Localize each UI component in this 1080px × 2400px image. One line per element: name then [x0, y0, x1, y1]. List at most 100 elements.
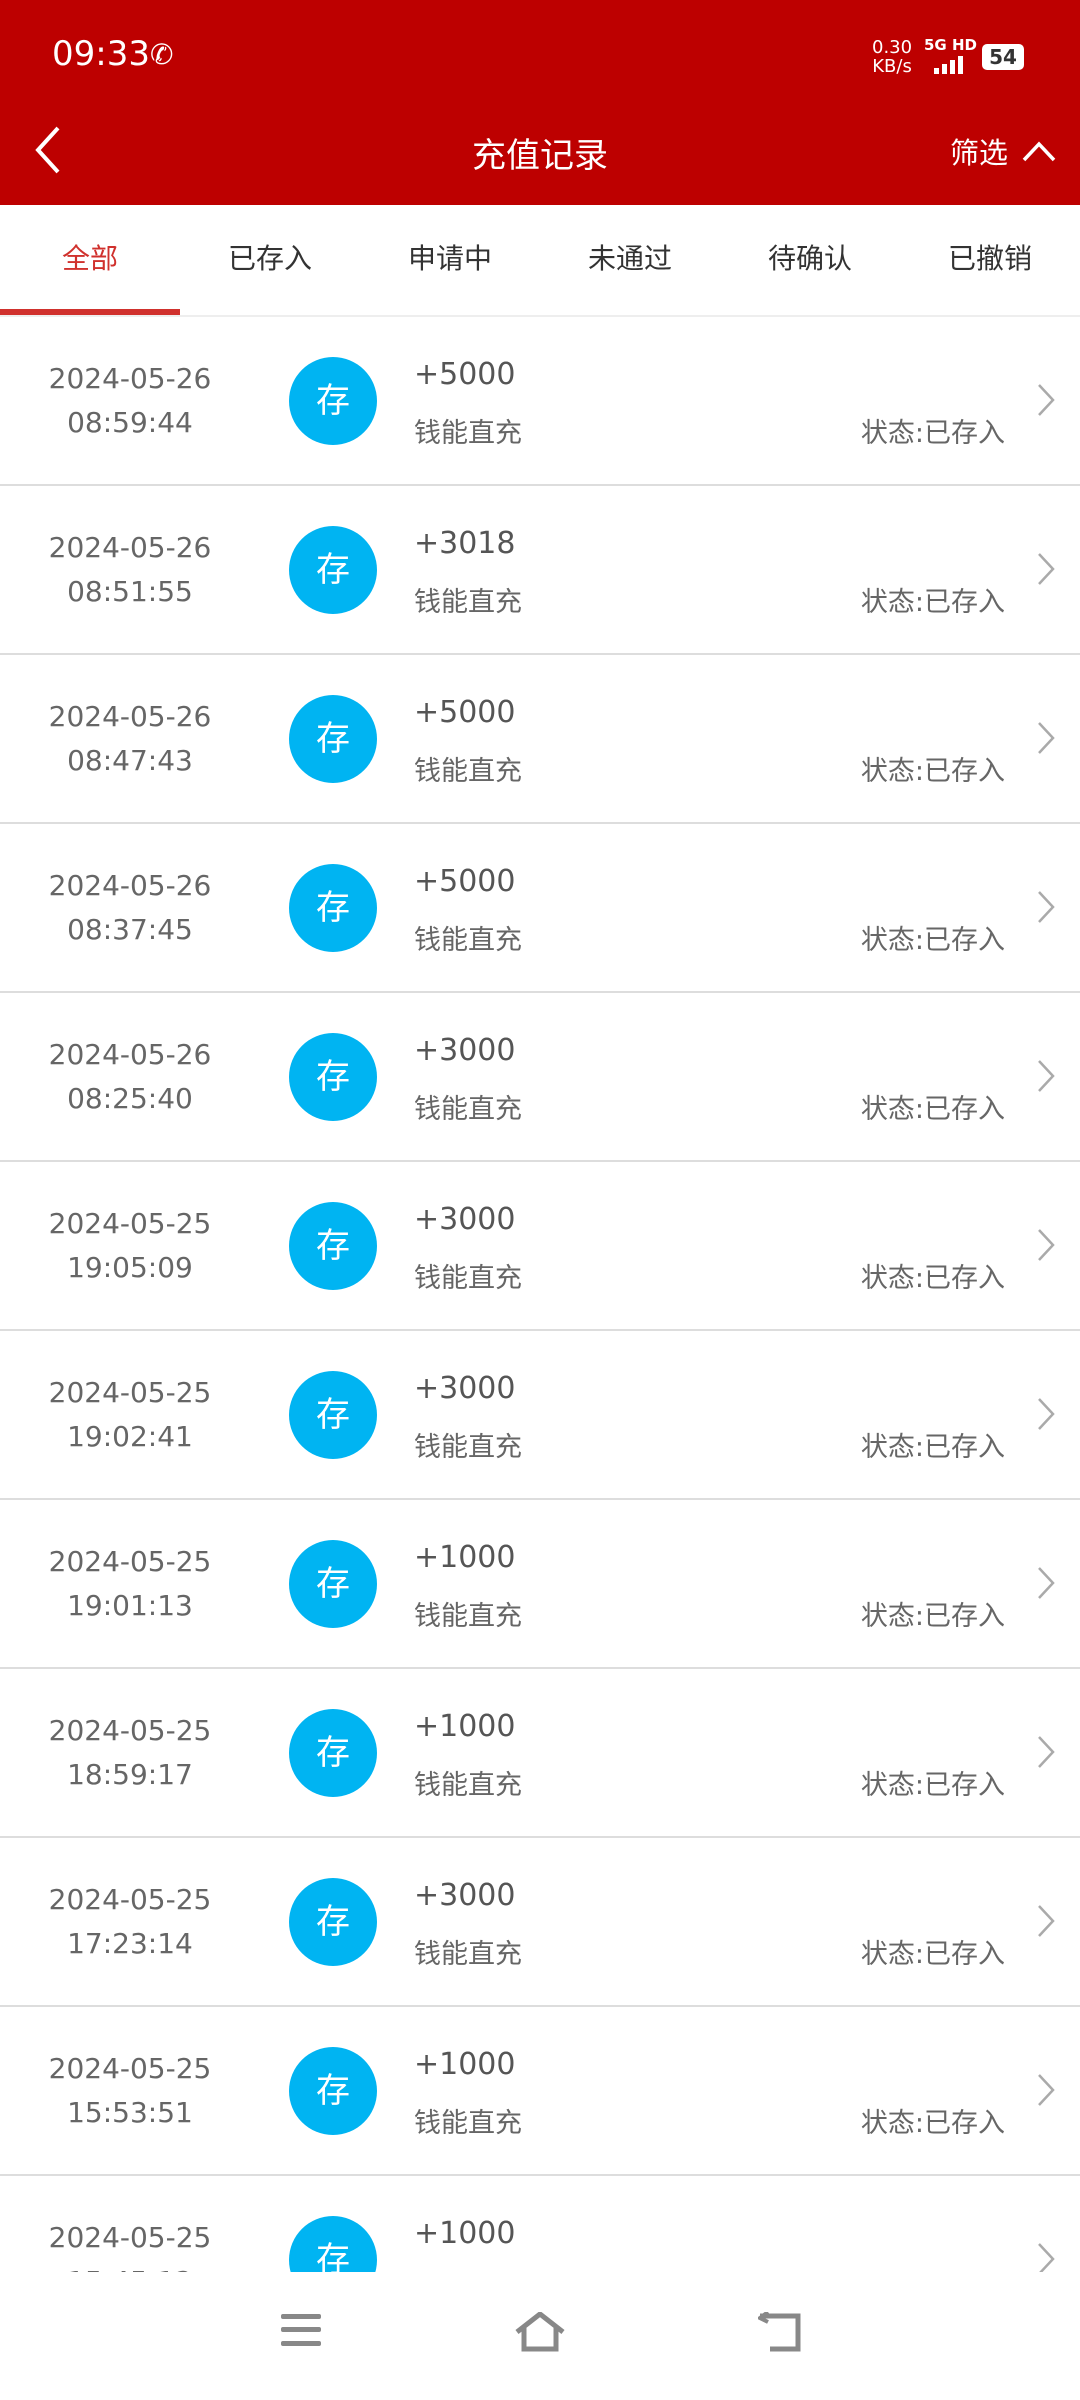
deposit-badge: 存: [289, 1371, 377, 1459]
record-amount: +3000: [414, 1371, 516, 1406]
record-source: 钱能直充: [414, 1939, 522, 1970]
record-amount: +3000: [414, 1033, 516, 1068]
record-source: 钱能直充: [414, 1770, 522, 1801]
record-list: 2024-05-26 08:59:44 存 +5000 钱能直充 状态:已存入 2…: [0, 317, 1080, 2272]
record-amount: +5000: [414, 864, 516, 899]
record-row[interactable]: 2024-05-26 08:47:43 存 +5000 钱能直充 状态:已存入: [0, 655, 1080, 824]
deposit-badge: 存: [289, 1540, 377, 1628]
record-row[interactable]: 2024-05-25 18:59:17 存 +1000 钱能直充 状态:已存入: [0, 1669, 1080, 1838]
record-row[interactable]: 2024-05-25 17:23:14 存 +3000 钱能直充 状态:已存入: [0, 1838, 1080, 2007]
back-nav-icon[interactable]: [758, 2312, 804, 2352]
record-amount: +1000: [414, 1540, 516, 1575]
record-datetime: 2024-05-25 18:59:17: [48, 1714, 212, 1791]
page-title: 充值记录: [472, 136, 608, 176]
record-datetime: 2024-05-26 08:51:55: [48, 531, 212, 608]
record-row[interactable]: 2024-05-26 08:37:45 存 +5000 钱能直充 状态:已存入: [0, 824, 1080, 993]
record-status: 状态:已存入: [860, 1601, 1005, 1632]
deposit-badge: 存: [289, 695, 377, 783]
record-row[interactable]: 2024-05-25 19:01:13 存 +1000 钱能直充 状态:已存入: [0, 1500, 1080, 1669]
status-time: 09:33: [52, 34, 150, 74]
tab-4[interactable]: 待确认: [767, 242, 852, 275]
record-source: 钱能直充: [414, 925, 522, 956]
deposit-badge: 存: [289, 864, 377, 952]
chevron-right-icon: [1038, 1229, 1055, 1261]
record-amount: +3018: [414, 526, 516, 561]
record-row[interactable]: 2024-05-26 08:59:44 存 +5000 钱能直充 状态:已存入: [0, 317, 1080, 486]
record-source: 钱能直充: [414, 756, 522, 787]
record-source: 钱能直充: [414, 1263, 522, 1294]
back-icon[interactable]: [30, 120, 70, 180]
record-datetime: 2024-05-25 19:01:13: [48, 1545, 212, 1622]
record-datetime: 2024-05-26 08:59:44: [48, 362, 212, 439]
menu-icon[interactable]: [280, 2312, 322, 2348]
deposit-badge: 存: [289, 1033, 377, 1121]
chevron-right-icon: [1038, 891, 1055, 923]
deposit-badge: 存: [289, 2216, 377, 2272]
chevron-right-icon: [1038, 1905, 1055, 1937]
deposit-badge: 存: [289, 1202, 377, 1290]
record-row[interactable]: 2024-05-25 19:02:41 存 +3000 钱能直充 状态:已存入: [0, 1331, 1080, 1500]
filter-button[interactable]: 筛选: [950, 130, 1056, 172]
home-icon[interactable]: [514, 2312, 566, 2352]
tab-5[interactable]: 已撤销: [947, 242, 1032, 275]
status-tabs: 全部 已存入 申请中 未通过 待确认 已撤销: [0, 205, 1080, 317]
record-amount: +3000: [414, 1202, 516, 1237]
record-row[interactable]: 2024-05-26 08:25:40 存 +3000 钱能直充 状态:已存入: [0, 993, 1080, 1162]
chevron-right-icon: [1038, 384, 1055, 416]
record-status: 状态:已存入: [860, 1432, 1005, 1463]
tab-0[interactable]: 全部: [0, 205, 180, 315]
record-datetime: 2024-05-25 17:23:14: [48, 1883, 212, 1960]
chevron-right-icon: [1038, 2243, 1055, 2272]
record-status: 状态:已存入: [860, 1263, 1005, 1294]
chevron-right-icon: [1038, 2074, 1055, 2106]
record-amount: +3000: [414, 1878, 516, 1913]
record-amount: +1000: [414, 2047, 516, 2082]
record-datetime: 2024-05-25 15:53:51: [48, 2052, 212, 2129]
record-amount: +1000: [414, 1709, 516, 1744]
chevron-right-icon: [1038, 1736, 1055, 1768]
deposit-badge: 存: [289, 2047, 377, 2135]
deposit-badge: 存: [289, 1709, 377, 1797]
deposit-badge: 存: [289, 526, 377, 614]
record-source: 钱能直充: [414, 418, 522, 449]
app-header: 09:33 ✆ 0.30 KB/s 5G HD 54 充值记录 筛选: [0, 0, 1080, 205]
deposit-badge: 存: [289, 357, 377, 445]
record-datetime: 2024-05-26 08:47:43: [48, 700, 212, 777]
record-source: 钱能直充: [414, 2108, 522, 2139]
signal-icon: [934, 56, 963, 74]
record-amount: +1000: [414, 2216, 516, 2251]
tab-2[interactable]: 申请中: [407, 242, 492, 275]
battery-icon: 54: [982, 44, 1024, 70]
record-status: 状态:已存入: [860, 1094, 1005, 1125]
record-source: 钱能直充: [414, 1094, 522, 1125]
system-nav-bar: [0, 2272, 1080, 2400]
tab-1[interactable]: 已存入: [227, 242, 312, 275]
record-datetime: 2024-05-25 19:05:09: [48, 1207, 212, 1284]
record-status: 状态:已存入: [860, 2108, 1005, 2139]
tab-3[interactable]: 未通过: [587, 242, 672, 275]
chevron-right-icon: [1038, 553, 1055, 585]
record-status: 状态:已存入: [860, 1939, 1005, 1970]
chevron-up-icon: [1022, 141, 1056, 162]
chevron-right-icon: [1038, 1398, 1055, 1430]
record-row[interactable]: 2024-05-25 19:05:09 存 +3000 钱能直充 状态:已存入: [0, 1162, 1080, 1331]
record-row[interactable]: 2024-05-26 08:51:55 存 +3018 钱能直充 状态:已存入: [0, 486, 1080, 655]
record-source: 钱能直充: [414, 1432, 522, 1463]
chevron-right-icon: [1038, 1060, 1055, 1092]
record-status: 状态:已存入: [860, 756, 1005, 787]
record-amount: +5000: [414, 357, 516, 392]
record-status: 状态:已存入: [860, 418, 1005, 449]
record-row[interactable]: 2024-05-25 15:53:51 存 +1000 钱能直充 状态:已存入: [0, 2007, 1080, 2176]
record-source: 钱能直充: [414, 1601, 522, 1632]
network-type: 5G HD: [924, 36, 977, 54]
call-icon: ✆: [150, 38, 174, 71]
record-source: 钱能直充: [414, 587, 522, 618]
record-status: 状态:已存入: [860, 587, 1005, 618]
chevron-right-icon: [1038, 722, 1055, 754]
record-datetime: 2024-05-26 08:25:40: [48, 1038, 212, 1115]
record-status: 状态:已存入: [860, 1770, 1005, 1801]
record-amount: +5000: [414, 695, 516, 730]
record-status: 状态:已存入: [860, 925, 1005, 956]
